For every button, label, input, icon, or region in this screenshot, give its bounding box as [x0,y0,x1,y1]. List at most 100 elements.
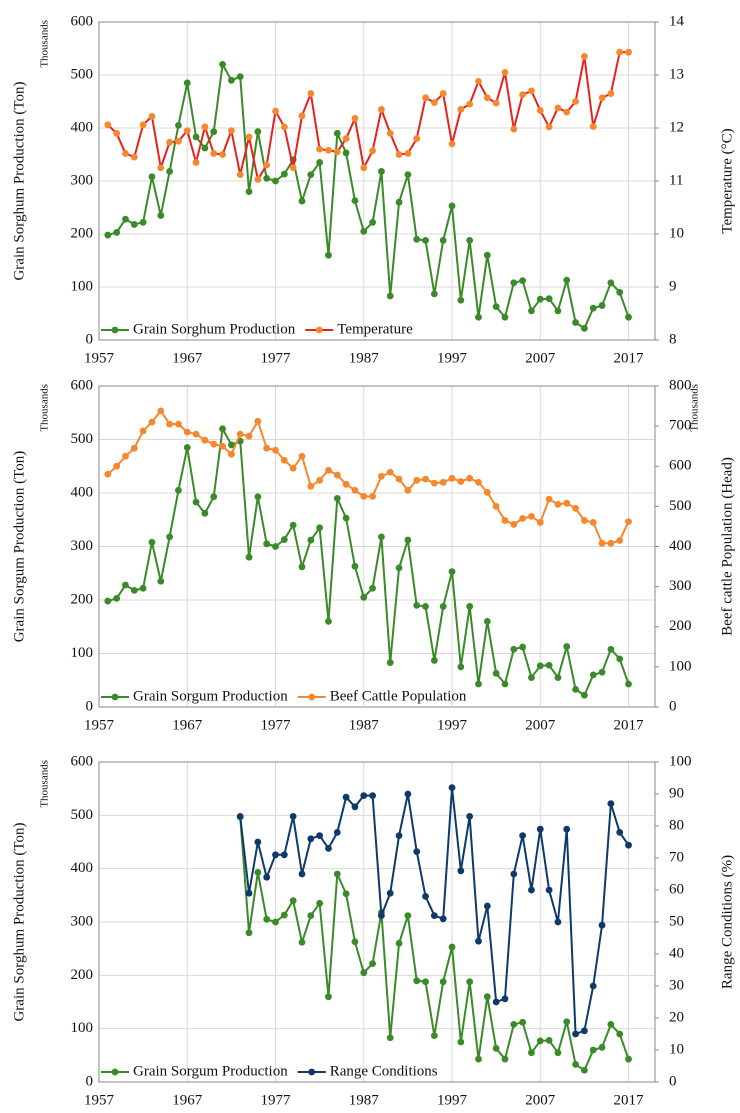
x-tick-label: 2017 [614,1092,645,1108]
y2-tick-label: 40 [669,945,684,961]
data-point [404,912,412,919]
y-tick-label: 400 [71,860,94,876]
data-point [245,553,253,561]
y-tick-label: 100 [71,1020,94,1036]
data-point [272,543,279,550]
data-point [386,292,394,300]
data-point [572,504,579,512]
data-point [325,466,332,474]
data-point [492,99,500,107]
y-axis-title: Grain Sorghum Production (Ton) [11,822,27,1021]
data-point [607,279,615,287]
data-point [448,784,456,791]
y-tick-label: 200 [71,591,94,607]
y-unit: Thousands [39,384,51,432]
data-point [501,68,509,76]
x-tick-label: 1987 [349,1092,380,1108]
data-point [483,993,491,1001]
data-point [113,594,121,602]
data-point [501,680,509,688]
data-point [492,502,500,510]
data-point [625,680,632,688]
data-point [263,873,271,881]
data-point [298,870,306,878]
data-point [545,295,553,303]
data-point [404,486,412,494]
data-point [386,659,394,666]
data-point [113,462,121,470]
data-point [457,867,465,875]
data-point [536,519,544,526]
y2-tick-label: 20 [669,1009,684,1025]
data-point [298,452,306,460]
y2-tick-label: 10 [669,225,684,241]
data-point [333,494,341,502]
data-point [166,420,174,428]
y2-tick-label: 10 [669,1041,684,1057]
data-point [466,236,474,244]
data-point [580,1027,588,1035]
data-point [580,517,588,524]
x-tick-label: 1977 [261,717,292,733]
data-point [280,536,288,543]
data-point [475,937,482,945]
data-point [210,128,218,136]
y-tick-label: 500 [71,807,94,823]
legend-marker [111,326,119,334]
data-point [607,800,615,807]
data-point [607,539,615,547]
data-point [589,982,597,990]
data-point [272,851,279,859]
data-point [342,135,350,143]
data-point [536,662,544,670]
data-point [210,150,218,157]
data-point [166,168,174,175]
data-point [192,430,200,438]
data-point [580,1066,588,1074]
data-point [113,129,121,137]
data-point [104,231,112,239]
data-point [492,303,500,311]
data-point [219,61,226,68]
data-point [598,302,606,309]
data-point [122,150,129,157]
y-unit: Thousands [39,20,51,68]
data-point [457,106,465,113]
y2-tick-label: 9 [669,278,677,294]
y-tick-label: 100 [71,278,94,294]
data-point [316,899,324,907]
data-point [316,145,324,153]
data-point [483,618,491,625]
data-point [280,851,288,859]
y2-tick-label: 300 [669,578,692,594]
legend-marker [111,1068,119,1076]
data-point [457,1038,465,1046]
data-point [325,618,332,625]
data-point [157,407,165,415]
legend-label: Grain Sorgum Production [133,1063,288,1079]
data-point [342,149,350,157]
data-point [563,825,571,833]
y2-tick-label: 80 [669,817,684,833]
y-tick-label: 600 [71,377,94,393]
data-point [157,164,165,172]
data-point [386,1034,394,1042]
data-point [510,1021,518,1028]
y-tick-label: 0 [86,1073,94,1089]
data-point [528,87,535,95]
y-tick-label: 0 [86,331,94,347]
data-point [430,99,438,106]
data-point [254,493,262,501]
data-point [598,94,606,102]
data-point [378,472,385,480]
data-point [563,108,571,116]
data-point [280,170,288,178]
y2-tick-label: 0 [669,1073,677,1089]
data-point [289,521,297,529]
plot-frame [98,385,656,708]
data-point [175,486,182,494]
legend-label: Grain Sorghum Production [133,321,296,337]
data-point [245,929,253,937]
series-line [239,787,630,1036]
data-point [289,897,297,905]
